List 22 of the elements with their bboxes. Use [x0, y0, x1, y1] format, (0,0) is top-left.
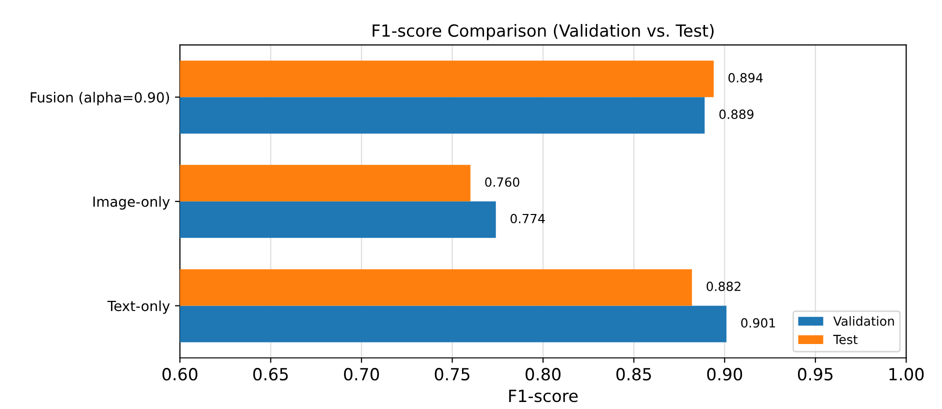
x-axis-title: F1-score	[509, 390, 578, 402]
x-tick-label: 0.60	[162, 368, 198, 380]
data-label: 0.774	[510, 214, 545, 224]
y-tick-label: Fusion (alpha=0.90)	[30, 92, 170, 106]
data-label: 0.889	[719, 110, 754, 120]
y-tick-label: Image-only	[93, 196, 170, 210]
data-label: 0.760	[485, 177, 520, 187]
x-tick-label: 0.95	[798, 368, 833, 380]
x-tick-label: 0.65	[253, 368, 288, 380]
x-tick-label: 0.70	[344, 368, 379, 380]
x-tick-label: 0.90	[707, 368, 742, 380]
y-tick-label: Text-only	[107, 300, 170, 314]
data-label: 0.901	[741, 318, 775, 328]
legend-label: Validation	[833, 316, 894, 326]
x-tick-label: 0.80	[526, 368, 561, 380]
legend-label: Test	[833, 334, 858, 344]
data-label: 0.882	[706, 282, 740, 292]
chart-title: F1-score Comparison (Validation vs. Test)	[372, 24, 714, 40]
data-label: 0.894	[728, 73, 763, 83]
x-tick-label: 0.75	[434, 368, 470, 380]
x-tick-label: 1.00	[889, 368, 924, 380]
x-tick-label: 0.85	[616, 368, 651, 380]
